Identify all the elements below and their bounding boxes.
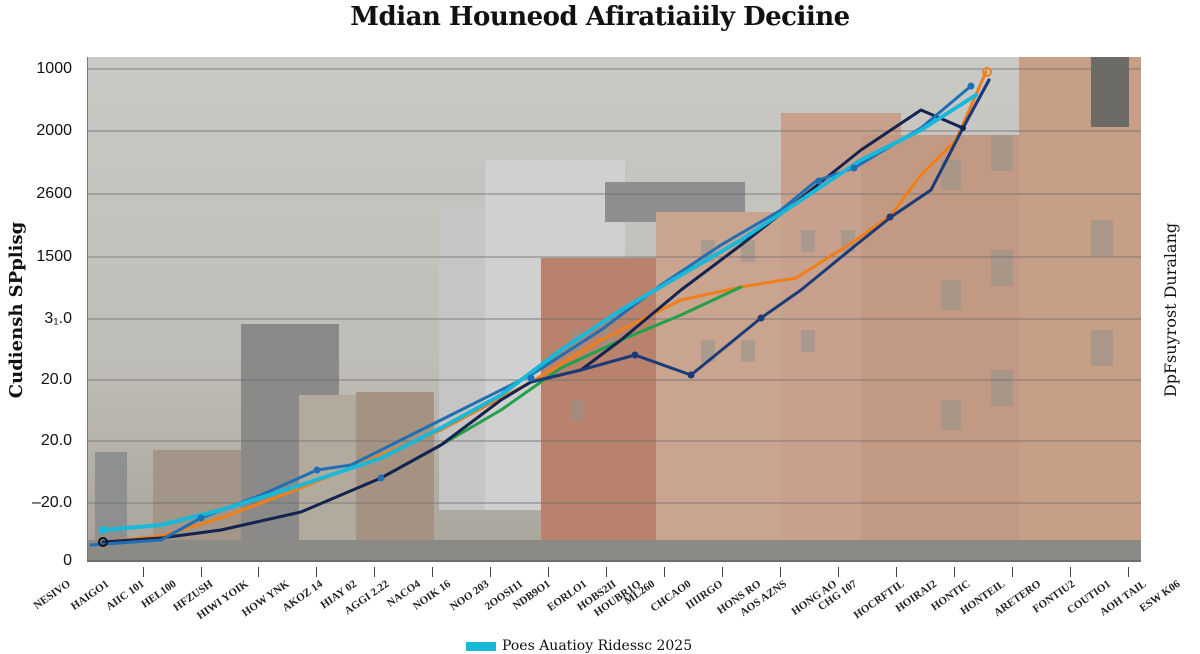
y-axis-label: Cudiensh SPplisg xyxy=(5,221,27,399)
x-tick-mark xyxy=(201,567,202,577)
x-tick-mark xyxy=(606,567,607,577)
plot-svg xyxy=(88,57,1141,560)
x-tick-label: HOCRFTIL xyxy=(851,578,907,622)
x-tick-label: AIIC 101 xyxy=(103,578,147,613)
series-line-darkblue-dip xyxy=(529,78,991,384)
x-tick-mark xyxy=(838,567,839,577)
y-tick-label: 3₁.0 xyxy=(44,310,72,327)
y-tick-label: –20.0 xyxy=(31,494,72,511)
y-tick-label: 2600 xyxy=(36,185,72,202)
chart-title: Mdian Houneod Afiratiaiily Deciine xyxy=(350,2,850,32)
legend: Poes Auatioy Ridessc 2025 xyxy=(466,638,692,654)
x-tick-mark xyxy=(664,567,665,577)
y-tick-label: 0 xyxy=(63,552,72,569)
series-line-orange xyxy=(101,70,988,544)
x-tick-label: NOO 203 xyxy=(448,578,492,614)
legend-label: Poes Auatioy Ridessc 2025 xyxy=(502,638,693,654)
x-tick-mark xyxy=(896,567,897,577)
legend-swatch-cyan xyxy=(466,641,496,651)
y-tick-label: 2000 xyxy=(36,122,72,139)
x-tick-mark xyxy=(490,567,491,577)
x-tick-mark xyxy=(143,567,144,577)
x-tick-mark xyxy=(1070,567,1071,577)
x-tick-mark xyxy=(954,567,955,577)
secondary-y-axis-label: DpFsuyrost Duralang xyxy=(1160,222,1180,398)
x-tick-label: NESIVO xyxy=(31,578,73,612)
series-markers xyxy=(98,67,992,547)
series-line-cyan xyxy=(101,93,978,532)
background-buildings xyxy=(88,57,1141,560)
x-tick-label: CHCAO0 xyxy=(648,578,694,615)
x-tick-mark xyxy=(258,567,259,577)
x-tick-label: HAIGO1 xyxy=(68,578,112,613)
x-tick-mark xyxy=(374,567,375,577)
plot-area xyxy=(87,57,1141,562)
y-tick-label: 20.0 xyxy=(40,371,72,388)
x-tick-mark xyxy=(780,567,781,577)
y-tick-label: 20.0 xyxy=(40,432,72,449)
x-tick-mark xyxy=(1128,567,1129,577)
y-tick-label: 1500 xyxy=(36,248,72,265)
x-tick-mark xyxy=(1012,567,1013,577)
x-tick-mark xyxy=(722,567,723,577)
y-tick-label: 1000 xyxy=(36,60,72,77)
x-tick-mark xyxy=(548,567,549,577)
x-tick-mark xyxy=(432,567,433,577)
x-tick-mark xyxy=(316,567,317,577)
